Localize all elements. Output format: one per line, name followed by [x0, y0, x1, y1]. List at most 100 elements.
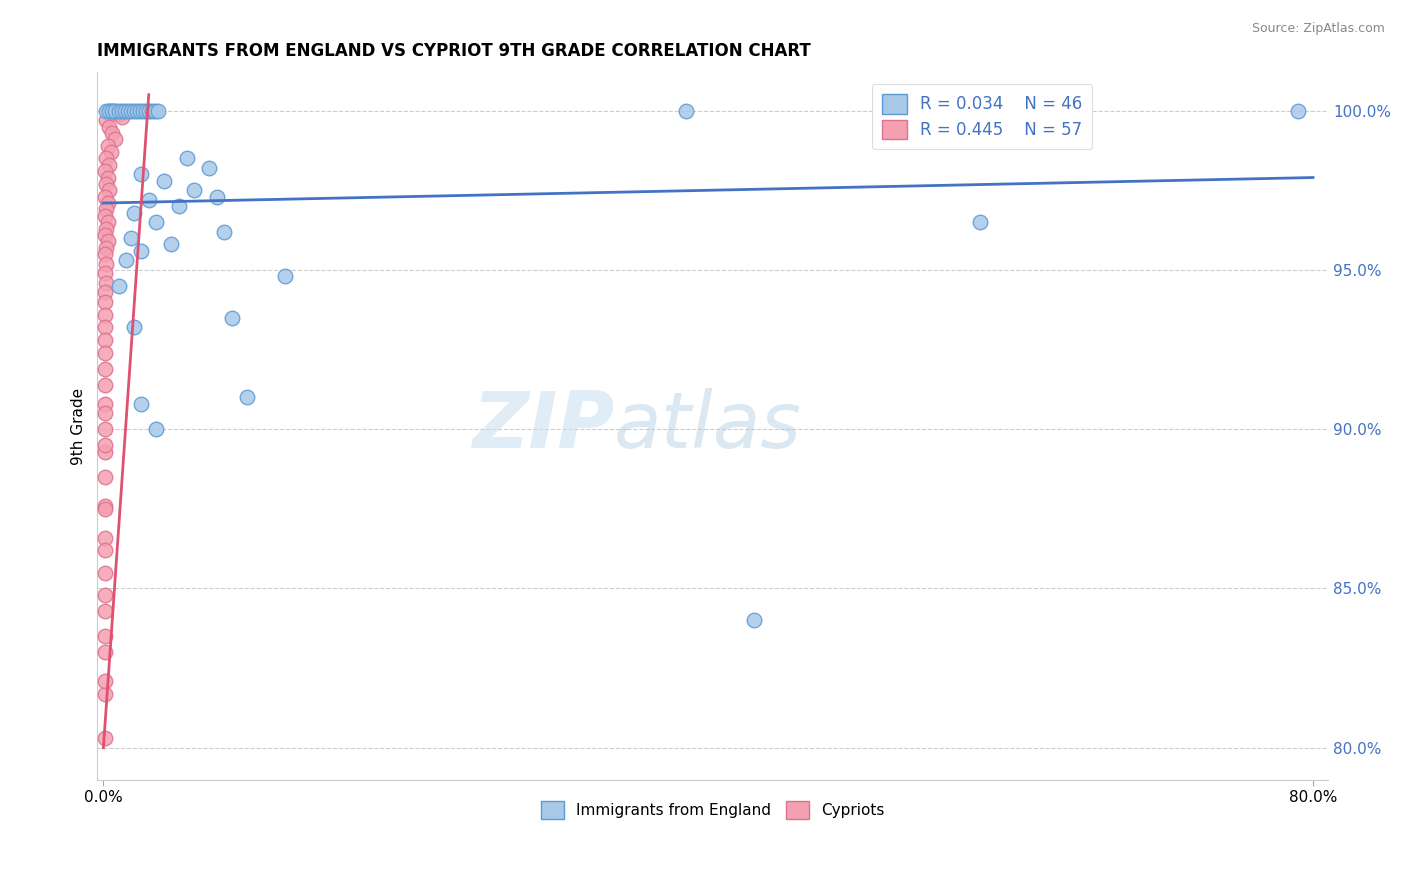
Point — [98, 103, 121, 118]
Point — [129, 244, 152, 258]
Point — [183, 183, 205, 197]
Point — [94, 164, 117, 178]
Point — [98, 183, 121, 197]
Point — [145, 422, 167, 436]
Point — [97, 138, 120, 153]
Point — [96, 276, 118, 290]
Point — [153, 174, 176, 188]
Point — [160, 237, 183, 252]
Point — [94, 645, 117, 659]
Point — [94, 377, 117, 392]
Point — [138, 103, 160, 118]
Point — [969, 215, 991, 229]
Point — [94, 687, 117, 701]
Point — [115, 253, 138, 268]
Point — [104, 132, 127, 146]
Point — [675, 103, 697, 118]
Text: Source: ZipAtlas.com: Source: ZipAtlas.com — [1251, 22, 1385, 36]
Point — [146, 103, 169, 118]
Point — [94, 308, 117, 322]
Point — [96, 202, 118, 217]
Point — [94, 501, 117, 516]
Point — [120, 103, 142, 118]
Point — [104, 103, 127, 118]
Legend: Immigrants from England, Cypriots: Immigrants from England, Cypriots — [534, 795, 891, 825]
Point — [97, 234, 120, 248]
Point — [101, 103, 124, 118]
Point — [98, 158, 121, 172]
Point — [145, 215, 167, 229]
Point — [96, 256, 118, 270]
Point — [236, 390, 259, 404]
Point — [98, 120, 121, 134]
Point — [104, 103, 127, 118]
Point — [107, 107, 129, 121]
Point — [125, 103, 148, 118]
Point — [129, 397, 152, 411]
Point — [198, 161, 221, 175]
Point — [94, 588, 117, 602]
Point — [94, 320, 117, 334]
Point — [98, 103, 121, 118]
Point — [94, 531, 117, 545]
Point — [94, 604, 117, 618]
Text: IMMIGRANTS FROM ENGLAND VS CYPRIOT 9TH GRADE CORRELATION CHART: IMMIGRANTS FROM ENGLAND VS CYPRIOT 9TH G… — [97, 42, 811, 60]
Point — [107, 103, 129, 118]
Point — [138, 193, 160, 207]
Point — [94, 397, 117, 411]
Point — [96, 113, 118, 128]
Point — [135, 103, 157, 118]
Point — [274, 269, 297, 284]
Point — [101, 126, 124, 140]
Point — [132, 103, 155, 118]
Point — [94, 543, 117, 558]
Point — [96, 152, 118, 166]
Point — [129, 167, 152, 181]
Point — [120, 231, 142, 245]
Text: atlas: atlas — [614, 388, 803, 464]
Point — [221, 310, 243, 325]
Point — [94, 731, 117, 746]
Point — [167, 199, 190, 213]
Point — [107, 278, 129, 293]
Point — [96, 241, 118, 255]
Point — [742, 613, 765, 627]
Point — [94, 566, 117, 580]
Point — [214, 225, 236, 239]
Point — [97, 196, 120, 211]
Point — [94, 422, 117, 436]
Point — [94, 266, 117, 280]
Point — [97, 170, 120, 185]
Point — [94, 285, 117, 300]
Point — [101, 103, 124, 118]
Point — [94, 333, 117, 347]
Point — [94, 438, 117, 452]
Point — [94, 247, 117, 261]
Point — [94, 470, 117, 484]
Point — [94, 499, 117, 513]
Point — [94, 629, 117, 643]
Point — [94, 294, 117, 309]
Y-axis label: 9th Grade: 9th Grade — [72, 387, 86, 465]
Point — [96, 103, 118, 118]
Point — [141, 103, 163, 118]
Point — [96, 221, 118, 235]
Text: ZIP: ZIP — [472, 388, 614, 464]
Point — [94, 227, 117, 242]
Point — [96, 177, 118, 191]
Point — [94, 444, 117, 458]
Point — [117, 103, 139, 118]
Point — [1286, 103, 1309, 118]
Point — [143, 103, 166, 118]
Point — [94, 361, 117, 376]
Point — [128, 103, 150, 118]
Point — [114, 103, 136, 118]
Point — [122, 320, 145, 334]
Point — [94, 673, 117, 688]
Point — [110, 110, 132, 124]
Point — [205, 189, 228, 203]
Point — [97, 215, 120, 229]
Point — [110, 103, 132, 118]
Point — [122, 205, 145, 219]
Point — [122, 103, 145, 118]
